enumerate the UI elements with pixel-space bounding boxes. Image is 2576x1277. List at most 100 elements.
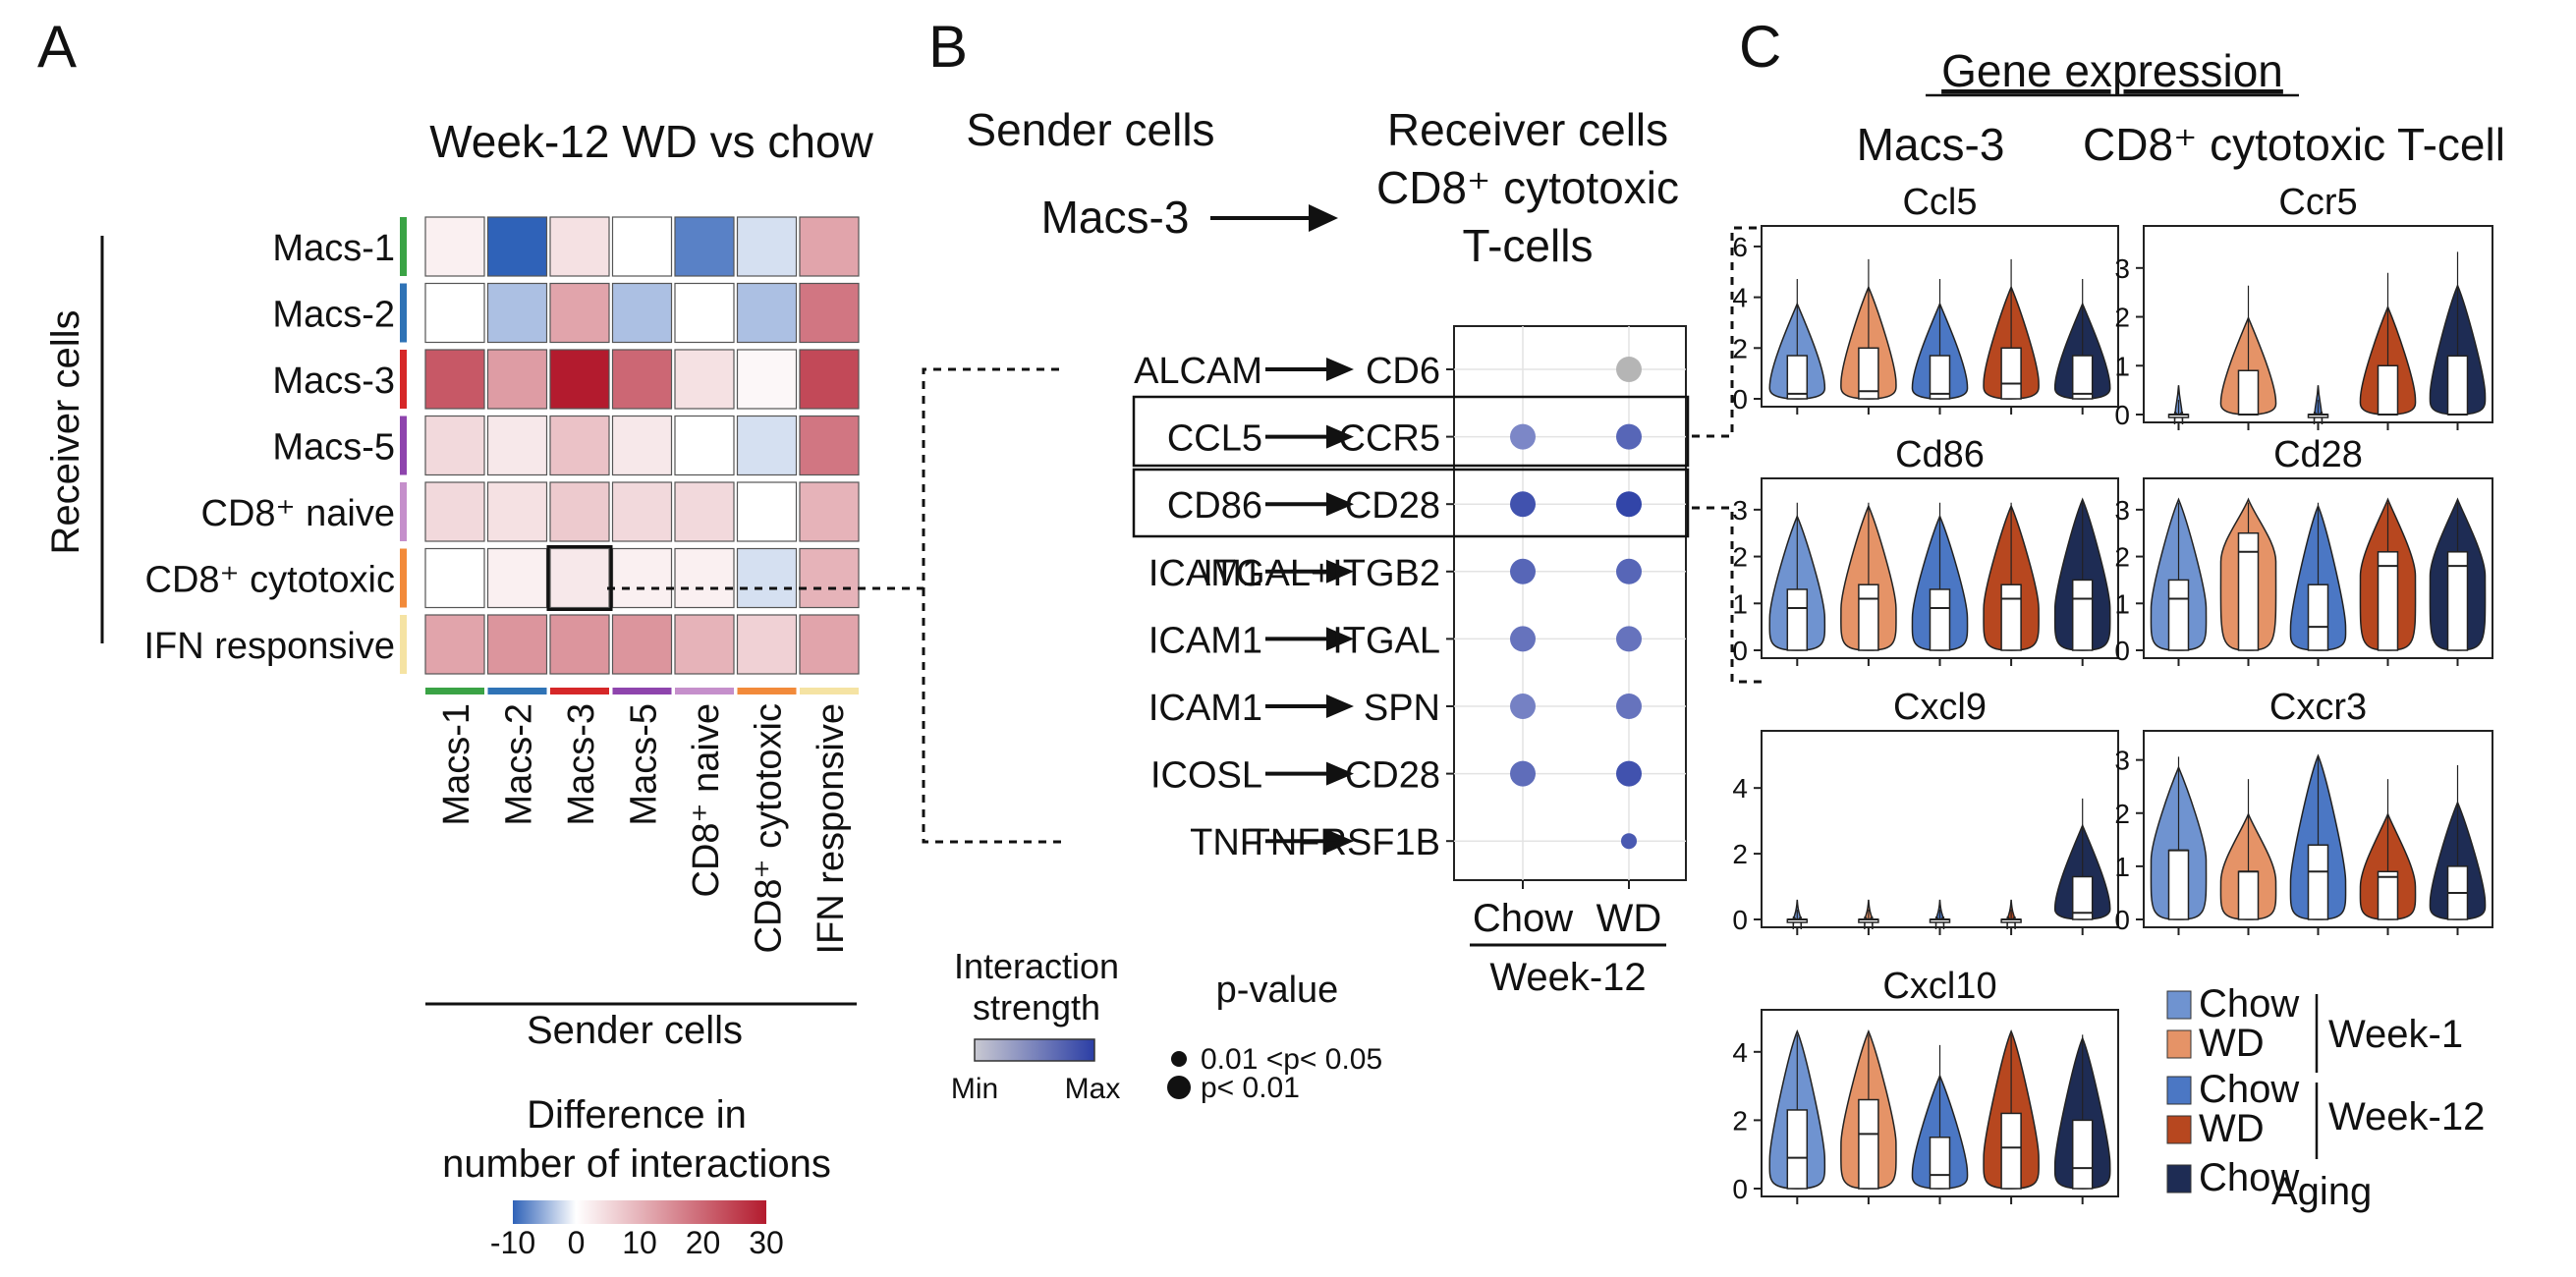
heatmap-row-label: Macs-1 — [272, 228, 395, 269]
violin-y-tick-label: 0 — [1732, 384, 1748, 415]
dotplot-point — [1510, 694, 1536, 719]
heatmap-column-label: Macs-2 — [499, 703, 540, 826]
legend-aging: Aging — [2271, 1170, 2372, 1213]
week12-label: Week-12 — [1489, 956, 1646, 999]
violin-legend-swatch — [2166, 1029, 2192, 1059]
heatmap-legend-tick: 0 — [568, 1225, 586, 1260]
pair-arrow-head — [1326, 829, 1354, 854]
heatmap-legend-title-1: Difference in — [527, 1093, 747, 1137]
heatmap-cell — [486, 349, 548, 410]
heatmap-title: Week-12 WD vs chow — [429, 116, 873, 167]
heatmap-column-color-bar — [800, 688, 859, 694]
heatmap-cell — [799, 415, 860, 476]
heatmap-cell — [799, 547, 860, 609]
macs3-header: Macs-3 — [1857, 119, 2005, 170]
violin-box — [1786, 355, 1809, 400]
heatmap-cell — [486, 481, 548, 542]
violin-y-tick-label: 0 — [2114, 400, 2130, 430]
pvalue-large-label: p< 0.01 — [1201, 1072, 1300, 1104]
receptor-label: ITGAL — [1332, 620, 1440, 661]
heatmap-row-color-bar — [400, 416, 407, 475]
violin-box — [1786, 588, 1809, 651]
pair-arrow-head — [1326, 627, 1354, 651]
violin-y-tick-label: 0 — [1732, 1174, 1748, 1204]
dotplot-points — [1510, 357, 1642, 850]
violin-y-tick-label: 2 — [1732, 839, 1748, 869]
heatmap-row-color-bar — [400, 482, 407, 541]
dotplot-point — [1616, 357, 1642, 382]
strength-max: Max — [1065, 1073, 1121, 1105]
heatmap-cell — [486, 282, 548, 344]
heatmap-row-color-bar — [400, 217, 407, 276]
heatmap-cell — [549, 349, 610, 410]
violin-y-tick-label: 2 — [1732, 542, 1748, 573]
connector-b-to-c-bottom — [1692, 506, 1764, 684]
violin-y-tick-label: 0 — [1732, 636, 1748, 666]
heatmap-cell — [736, 481, 798, 542]
violin-y-tick-label: 3 — [2114, 253, 2130, 284]
ligand-label: ICAM1 — [1148, 620, 1262, 661]
heatmap-cell — [611, 282, 673, 344]
dotplot-point — [1616, 423, 1642, 450]
heatmap-cell — [486, 216, 548, 277]
heatmap-cell — [424, 547, 485, 609]
heatmap-cell — [674, 481, 735, 542]
ligand-label: ICOSL — [1150, 755, 1262, 797]
heatmap-cell — [674, 216, 735, 277]
receptor-label: SPN — [1364, 688, 1440, 729]
heatmap-legend-ticks: -10 0 10 20 30 — [490, 1225, 784, 1260]
heatmap-highlight-cell — [546, 545, 613, 611]
violin-legend-swatch — [2166, 990, 2192, 1020]
heatmap-legend-tick: 10 — [622, 1225, 657, 1260]
heatmap-cell — [674, 349, 735, 410]
violin-box — [2167, 579, 2190, 651]
violin-y-tick-label: 4 — [1732, 1037, 1748, 1068]
violin-box — [2071, 579, 2094, 651]
ligand-label: TNF — [1190, 822, 1262, 863]
heatmap-cell — [799, 216, 860, 277]
panel-b: B Sender cells Receiver cells CD8⁺ cytot… — [928, 14, 1690, 1105]
heatmap-legend-tick: 30 — [749, 1225, 784, 1260]
violin-y-tick-label: 1 — [2114, 351, 2130, 381]
heatmap-cell — [799, 282, 860, 344]
heatmap-column-label: Macs-3 — [561, 703, 602, 826]
heatmap-legend-tick: 20 — [686, 1225, 721, 1260]
receptor-label: CD6 — [1366, 351, 1440, 392]
violin-y-tick-label: 0 — [2114, 905, 2130, 935]
violin-box — [1929, 588, 1951, 651]
heatmap-cell — [736, 415, 798, 476]
heatmap-cell — [611, 415, 673, 476]
pair-arrow-head — [1326, 358, 1354, 381]
violin-box — [2307, 583, 2329, 651]
receiver-cells-title-2: CD8⁺ cytotoxic — [1376, 162, 1679, 213]
violin-box — [2000, 347, 2022, 400]
heatmap-column-color-bar — [675, 688, 734, 694]
heatmap-column-label: CD8⁺ cytotoxic — [749, 703, 790, 953]
violin-box — [2237, 369, 2260, 416]
violin-box — [2167, 849, 2190, 920]
dotplot-point — [1510, 626, 1536, 652]
pair-arrow-icon — [1265, 492, 1354, 517]
heatmap-cell — [424, 614, 485, 675]
heatmap-cell — [549, 415, 610, 476]
violin-box — [1858, 583, 1879, 651]
heatmap-cell — [486, 547, 548, 609]
receiver-cells-title-1: Receiver cells — [1387, 104, 1668, 155]
violin-box — [2307, 844, 2329, 920]
heatmap-cell — [674, 282, 735, 344]
heatmap-cell — [736, 614, 798, 675]
violin-y-tick-label: 1 — [2114, 588, 2130, 619]
violin-box — [1858, 347, 1879, 400]
violin-y-tick-label: 0 — [1732, 905, 1748, 935]
dotplot-point — [1616, 760, 1642, 787]
ligand-label: ICAM1 — [1148, 688, 1262, 729]
panel-c: C Gene expression Macs-3 CD8⁺ cytotoxic … — [1732, 14, 2505, 1213]
violin-y-tick-label: 2 — [1732, 1105, 1748, 1136]
heatmap-row-color-bars — [400, 217, 407, 674]
pvalue-small-label: 0.01 <p< 0.05 — [1201, 1043, 1382, 1076]
ligand-label: CD86 — [1167, 485, 1262, 527]
violin-y-tick-label: 6 — [1732, 232, 1748, 262]
heatmap-column-color-bar — [612, 688, 672, 694]
